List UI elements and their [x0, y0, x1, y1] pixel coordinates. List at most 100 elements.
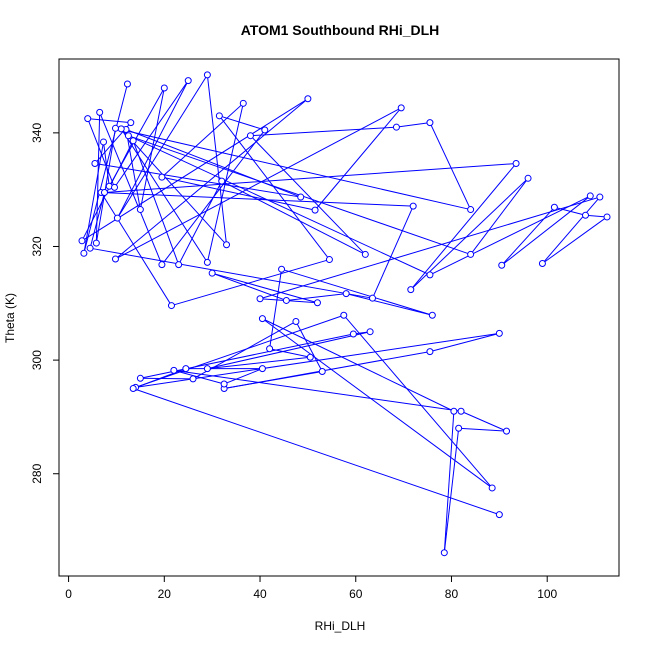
data-point — [498, 261, 506, 269]
series-segment — [87, 118, 131, 124]
data-point — [127, 119, 135, 127]
data-point — [184, 77, 192, 85]
data-point — [450, 407, 458, 415]
data-point — [123, 80, 131, 88]
series-segment — [115, 98, 309, 260]
series-segment — [443, 428, 460, 553]
series-segment — [396, 122, 431, 128]
series-segment — [103, 141, 110, 187]
data-point — [467, 206, 475, 214]
series-segment — [410, 177, 529, 291]
data-point — [124, 132, 132, 140]
series-segment — [133, 368, 187, 389]
data-point — [313, 299, 321, 307]
chart-title: ATOM1 Southbound RHi_DLH — [241, 22, 440, 38]
y-axis: 280 300 320 340 — [30, 123, 60, 484]
data-point — [218, 177, 226, 185]
x-tick-label: 100 — [537, 587, 557, 601]
data-point — [550, 203, 558, 211]
data-point — [392, 123, 400, 131]
data-point — [524, 174, 532, 182]
data-point — [342, 290, 350, 298]
series-segment — [372, 205, 414, 299]
data-point — [203, 365, 211, 373]
data-point — [92, 239, 100, 247]
series-segment — [128, 135, 431, 276]
series-segment — [212, 272, 318, 304]
series-segment — [89, 192, 105, 249]
data-point — [304, 95, 312, 103]
data-point — [297, 193, 305, 201]
data-point — [96, 108, 104, 116]
data-point — [426, 271, 434, 279]
x-tick-label: 20 — [158, 587, 172, 601]
series-segment — [100, 192, 172, 306]
data-point — [369, 294, 377, 302]
data-point — [189, 375, 197, 383]
series-segment — [218, 115, 330, 260]
series-segment — [542, 196, 601, 264]
data-point — [111, 255, 119, 263]
data-point — [440, 549, 448, 557]
series-segment — [458, 427, 507, 432]
series-segment — [83, 141, 105, 254]
x-tick-label: 0 — [65, 587, 72, 601]
series-segment — [94, 163, 301, 198]
y-tick-label: 340 — [30, 123, 44, 143]
x-tick-label: 60 — [349, 587, 363, 601]
series-segment — [250, 135, 366, 255]
series-segment — [262, 318, 493, 489]
data-point — [538, 260, 546, 268]
series-segment — [343, 314, 493, 489]
data-point — [325, 256, 333, 264]
data-point — [215, 112, 223, 120]
data-point — [239, 99, 247, 107]
data-point — [488, 484, 496, 492]
data-point — [306, 353, 314, 361]
data-point — [457, 407, 465, 415]
data-point — [349, 330, 357, 338]
series-segment — [223, 368, 263, 385]
series-segment — [585, 214, 608, 218]
data-point — [495, 329, 503, 337]
series-segment — [346, 293, 433, 316]
data-point — [261, 126, 269, 134]
data-point — [495, 511, 503, 519]
data-point — [361, 250, 369, 258]
x-tick-label: 80 — [445, 587, 459, 601]
data-point — [158, 261, 166, 269]
y-axis-label: Theta (K) — [3, 293, 17, 343]
data-point — [129, 137, 137, 145]
series-segment — [83, 83, 128, 254]
series-segment — [133, 388, 500, 516]
data-point — [182, 365, 190, 373]
data-point — [208, 269, 216, 277]
series-segment — [501, 206, 555, 266]
series-segment — [219, 115, 265, 131]
data-point — [175, 261, 183, 269]
series-segment — [120, 128, 227, 246]
series-segment — [460, 410, 507, 432]
data-point — [113, 214, 121, 222]
data-point — [603, 213, 611, 221]
data-point — [426, 348, 434, 356]
data-point — [292, 317, 300, 325]
series-segment — [116, 80, 189, 219]
series-segment — [501, 195, 591, 266]
data-point — [160, 84, 168, 92]
data-point — [80, 249, 88, 257]
series-segment — [470, 178, 529, 255]
series-segment — [207, 331, 371, 370]
series-segment — [115, 127, 471, 211]
data-point — [428, 311, 436, 319]
series-segment — [173, 369, 225, 385]
series-segment — [443, 411, 455, 553]
data-point — [311, 206, 319, 214]
series-segment — [161, 102, 244, 178]
data-point — [258, 315, 266, 323]
data-point — [220, 380, 228, 388]
data-point — [111, 183, 119, 191]
data-point — [100, 138, 108, 146]
series-segment — [410, 163, 517, 290]
